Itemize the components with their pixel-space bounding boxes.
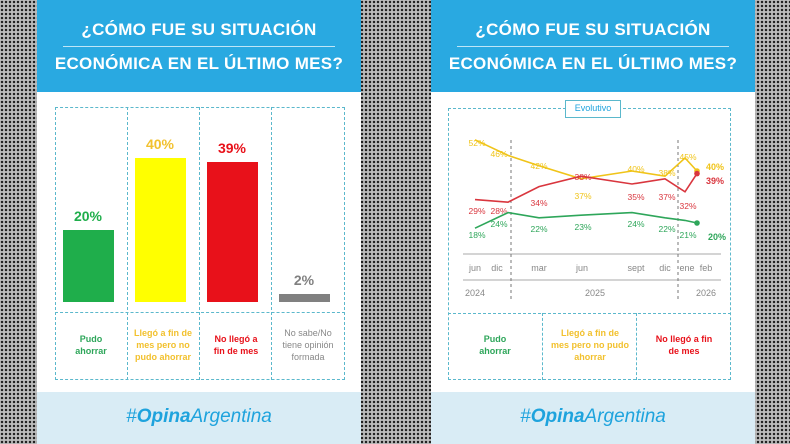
legend-row-top (448, 313, 731, 314)
x-tick-label: jun (575, 263, 588, 273)
x-tick-label: feb (700, 263, 713, 273)
brand-hash-icon: # (520, 406, 531, 427)
data-label: 18% (468, 230, 485, 240)
bar-value-label: 40% (145, 136, 175, 152)
end-point (694, 220, 700, 226)
year-label: 2026 (696, 288, 716, 298)
legend-short: No llegó a fin de mes (655, 334, 713, 356)
brand-bold: Opina (136, 406, 191, 427)
data-label: 35% (627, 192, 644, 202)
bars: 20% 40% 39% 2% (55, 107, 345, 302)
bar (207, 161, 258, 302)
evolutivo-label: Evolutivo (565, 100, 621, 118)
bar-chart-box (55, 107, 345, 380)
data-label: 24% (627, 219, 644, 229)
category-label-saved: Pudo ahorrar (75, 334, 107, 356)
data-label: 42% (530, 161, 547, 171)
brand-bold: Opina (530, 406, 585, 427)
bar-value-label: 20% (73, 208, 103, 224)
title-line-1: ¿CÓMO FUE SU SITUACIÓN (475, 20, 711, 39)
data-label: 38% (574, 172, 591, 182)
column-divider (127, 107, 128, 380)
year-label: 2025 (585, 288, 605, 298)
x-tick-label: sept (627, 263, 645, 273)
data-label: 38% (658, 168, 675, 178)
divider (457, 46, 729, 47)
header: ¿CÓMO FUE SU SITUACIÓN ECONÓMICA EN EL Ú… (431, 0, 755, 92)
brand-rest: Argentina (190, 406, 272, 427)
x-tick-label: mar (531, 263, 547, 273)
column-divider (271, 107, 272, 380)
divider (63, 46, 335, 47)
left-panel: ¿CÓMO FUE SU SITUACIÓN ECONÓMICA EN EL Ú… (37, 0, 361, 444)
brand-rest: Argentina (584, 406, 666, 427)
data-label: 28% (490, 206, 507, 216)
data-label: 52% (468, 138, 485, 148)
data-label: 40% (706, 162, 724, 172)
legend-saved: Pudo ahorrar (479, 334, 511, 356)
column-divider (636, 313, 637, 380)
right-panel: ¿CÓMO FUE SU SITUACIÓN ECONÓMICA EN EL Ú… (431, 0, 755, 444)
series-line (474, 211, 698, 229)
header: ¿CÓMO FUE SU SITUACIÓN ECONÓMICA EN EL Ú… (37, 0, 361, 92)
bar-chart-area (55, 107, 345, 313)
title-line-1: ¿CÓMO FUE SU SITUACIÓN (81, 20, 317, 39)
brand-footer: #OpinaArgentina (431, 392, 755, 444)
bar (135, 158, 186, 302)
x-tick-label: dic (659, 263, 671, 273)
data-label: 24% (490, 219, 507, 229)
data-label: 22% (658, 224, 675, 234)
data-label: 20% (708, 232, 726, 242)
data-label: 23% (574, 222, 591, 232)
bar (279, 294, 330, 302)
series-line (474, 139, 698, 180)
bar (63, 230, 114, 302)
data-label: 34% (530, 198, 547, 208)
data-label: 37% (574, 191, 591, 201)
title-line-2: ECONÓMICA EN EL ÚLTIMO MES? (54, 54, 344, 73)
data-label: 32% (679, 201, 696, 211)
data-label: 40% (627, 164, 644, 174)
x-tick-label: jun (468, 263, 481, 273)
data-label: 39% (706, 176, 724, 186)
category-label-short: No llegó a fin de mes (213, 334, 259, 356)
data-label: 46% (490, 149, 507, 159)
data-label: 29% (468, 206, 485, 216)
data-label: 37% (658, 192, 675, 202)
bar-value-label: 39% (217, 139, 247, 156)
category-label-unknown: No sabe/No tiene opinión formada (282, 328, 334, 362)
column-divider (199, 107, 200, 380)
title-line-2: ECONÓMICA EN EL ÚLTIMO MES? (448, 54, 738, 73)
year-label: 2024 (465, 288, 485, 298)
category-label-no-save: Llegó a fin de mes pero no pudo ahorrar (133, 328, 192, 362)
data-label: 22% (530, 224, 547, 234)
x-tick-label: ene (679, 263, 694, 273)
x-tick-label: dic (491, 263, 503, 273)
series-line (474, 173, 698, 204)
brand-footer: #OpinaArgentina (37, 392, 361, 444)
legend-no-save: Llegó a fin de mes pero no pudo ahorrar (551, 328, 630, 362)
data-label: 45% (679, 152, 696, 162)
column-divider (542, 313, 543, 380)
brand-hash-icon: # (126, 406, 137, 427)
end-point (694, 170, 700, 177)
data-label: 21% (679, 230, 696, 240)
bar-value-label: 2% (293, 272, 315, 288)
